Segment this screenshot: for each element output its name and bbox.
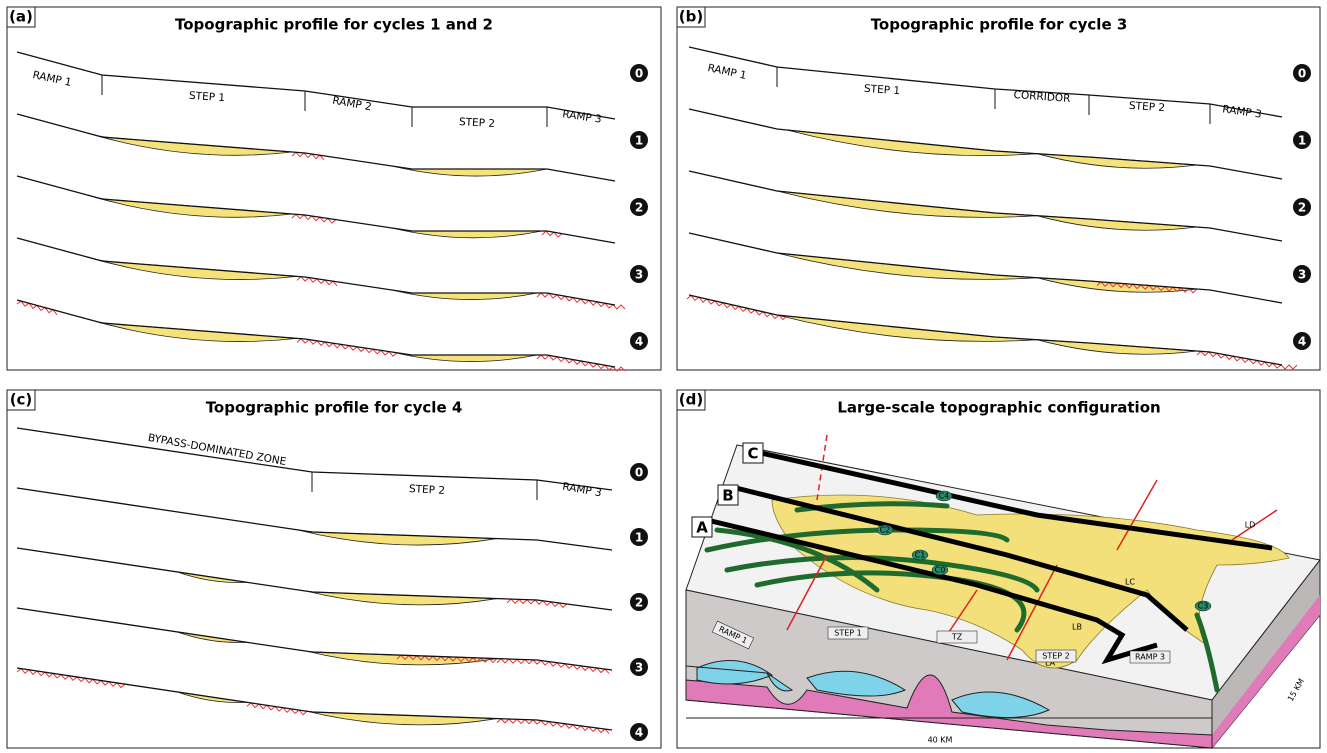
erosion-line: [17, 669, 125, 688]
panel-frame: [7, 7, 661, 370]
cycle-number: 3: [635, 268, 643, 282]
block-label: TZ: [951, 633, 963, 642]
panel-title: Topographic profile for cycle 4: [206, 399, 463, 417]
zone-label: STEP 2: [409, 483, 446, 497]
zone-label: RAMP 3: [562, 481, 603, 500]
profile-line: [17, 52, 615, 119]
erosion-line: [537, 355, 625, 371]
erosion-line: [687, 295, 787, 319]
sediment-lens: [1037, 340, 1197, 355]
zone-label: RAMP 1: [706, 62, 747, 82]
cycle-number: 0: [635, 466, 643, 480]
erosion-line: [497, 659, 609, 674]
cycle-number: 3: [635, 661, 643, 675]
panel-a: (a) Topographic profile for cycles 1 and…: [7, 7, 661, 371]
erosion-line: [247, 703, 307, 715]
figure: (a) Topographic profile for cycles 1 and…: [0, 0, 1327, 749]
block-label: C4: [939, 492, 950, 501]
profile-line: [689, 47, 1282, 117]
panel-label: (c): [10, 391, 33, 409]
zone-label: RAMP 3: [1222, 103, 1263, 120]
panel-frame: [677, 7, 1320, 370]
panel-title: Large-scale topographic configuration: [837, 399, 1160, 417]
block-label: STEP 1: [834, 629, 861, 638]
cycle-number: 1: [635, 531, 643, 545]
profile-line: [689, 171, 1282, 241]
profile-line: [17, 488, 612, 550]
sediment-lens: [1037, 278, 1197, 293]
cycle-number: 3: [1298, 268, 1306, 282]
profile-line: [689, 109, 1282, 179]
panel-label: (b): [679, 8, 703, 26]
sediment-lens: [392, 228, 542, 238]
section-label: B: [722, 487, 733, 505]
cycle-number: 4: [635, 726, 643, 740]
erosion-line: [1197, 351, 1297, 369]
block-label: 40 KM: [928, 736, 953, 745]
cycle-number: 2: [635, 201, 643, 215]
block-label: C0: [935, 566, 946, 575]
zone-label: RAMP 1: [31, 69, 72, 89]
profile-line: [17, 548, 612, 610]
zone-label: RAMP 3: [562, 108, 603, 125]
profile-line: [689, 295, 1282, 365]
section-label: A: [696, 519, 708, 537]
profile-line: [17, 668, 612, 730]
erosion-line: [17, 301, 57, 315]
cycle-number: 0: [635, 67, 643, 81]
zone-label: STEP 1: [189, 90, 226, 104]
panel-title: Topographic profile for cycles 1 and 2: [175, 16, 493, 34]
cycle-number: 4: [1298, 335, 1306, 349]
profile-line: [17, 608, 612, 670]
block-label: C1: [915, 551, 926, 560]
zone-label: STEP 1: [864, 83, 901, 97]
cycle-number: 2: [635, 596, 643, 610]
erosion-line: [297, 339, 397, 356]
sediment-lens: [1037, 154, 1197, 169]
sediment-lens: [392, 166, 547, 176]
panel-c: (c) Topographic profile for cycle 4 BYPA…: [7, 390, 661, 748]
panel-frame: [7, 390, 661, 748]
zone-label: RAMP 2: [332, 95, 373, 114]
panel-label: (d): [679, 391, 703, 409]
block-label: C3: [1198, 602, 1209, 611]
block-label: RAMP 3: [1135, 653, 1165, 662]
block-label: LC: [1125, 578, 1135, 587]
cycle-number: 1: [635, 134, 643, 148]
cycle-number: 2: [1298, 201, 1306, 215]
panel-label: (a): [9, 8, 33, 26]
block-label: STEP 2: [1042, 652, 1069, 661]
block-label: 15 KM: [1286, 677, 1306, 703]
block-label: LD: [1245, 521, 1256, 530]
panel-d: (d) Large-scale topographic configuratio…: [677, 390, 1320, 748]
erosion-line: [537, 293, 625, 309]
panel-title: Topographic profile for cycle 3: [871, 16, 1128, 34]
zone-label: CORRIDOR: [1013, 89, 1071, 105]
sediment-lens: [1037, 216, 1197, 231]
zone-label: STEP 2: [459, 116, 496, 130]
zone-label: STEP 2: [1129, 100, 1166, 114]
block-label: LB: [1072, 623, 1082, 632]
sediment-lens: [392, 290, 537, 300]
cycle-number: 0: [1298, 67, 1306, 81]
sediment-lens: [392, 352, 537, 362]
erosion-line: [497, 719, 609, 734]
cycle-number: 4: [635, 335, 643, 349]
panel-b: (b) Topographic profile for cycle 3 RAMP…: [677, 7, 1320, 370]
profile-line: [17, 428, 612, 490]
section-label: C: [747, 445, 758, 463]
cycle-number: 1: [1298, 134, 1306, 148]
block-label: C2: [880, 526, 891, 535]
